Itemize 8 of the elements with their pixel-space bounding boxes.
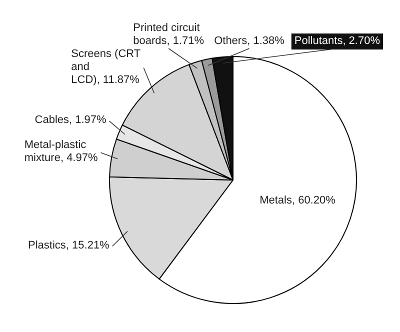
slice-label: Cables, 1.97% [34, 114, 107, 126]
slice-label: Pollutants, 2.70% [294, 35, 380, 48]
slice-label: Others, 1.38% [214, 35, 285, 48]
slice-label: Printed circuit boards, 1.71% [133, 22, 204, 48]
slice-label: Screens (CRT and LCD), 11.87% [71, 48, 141, 86]
slice-label: Metals, 60.20% [260, 194, 336, 206]
slice-label: Metal-plastic mixture, 4.97% [24, 139, 98, 164]
slice-label: Plastics, 15.21% [28, 239, 110, 252]
